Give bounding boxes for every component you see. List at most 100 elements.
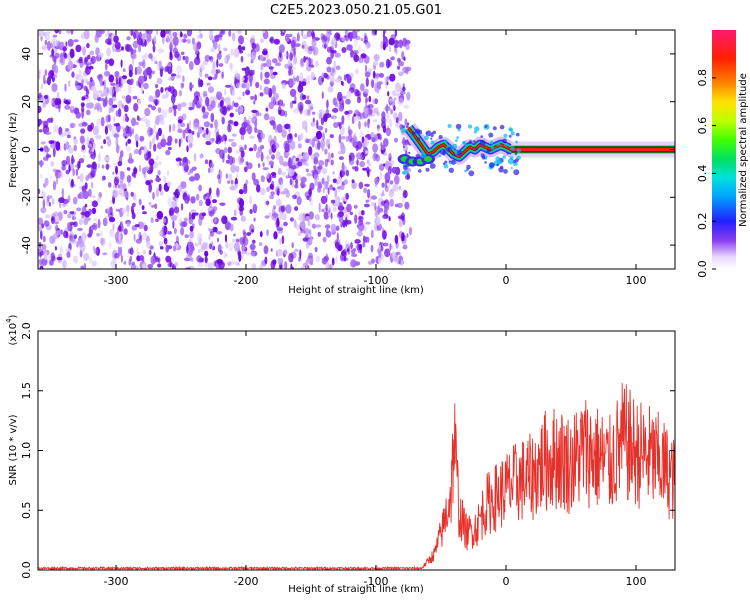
noise-speck	[324, 127, 328, 134]
noise-speck	[228, 173, 233, 181]
noise-speck	[219, 99, 224, 108]
noise-speck	[367, 104, 374, 109]
noise-speck	[211, 209, 216, 215]
noise-speck	[130, 191, 134, 197]
noise-speck	[255, 129, 261, 133]
noise-speck	[398, 98, 404, 107]
noise-speck	[77, 227, 83, 231]
transition-speck	[402, 125, 405, 129]
noise-speck	[266, 229, 269, 237]
noise-speck	[383, 151, 387, 157]
noise-speck	[38, 217, 44, 225]
noise-speck	[239, 126, 246, 136]
noise-speck	[107, 182, 112, 188]
noise-speck	[70, 178, 74, 188]
noise-speck	[97, 90, 103, 94]
noise-speck	[91, 207, 97, 215]
noise-speck	[329, 75, 335, 83]
noise-speck	[321, 76, 324, 83]
noise-speck	[207, 76, 213, 81]
noise-speck	[175, 157, 182, 162]
noise-speck	[64, 83, 67, 92]
noise-speck	[55, 97, 58, 106]
noise-speck	[251, 117, 256, 122]
noise-speck	[133, 233, 136, 242]
noise-speck	[151, 105, 156, 111]
noise-speck	[169, 210, 172, 217]
noise-speck	[377, 128, 380, 133]
noise-speck	[38, 129, 43, 133]
noise-speck	[378, 244, 382, 251]
noise-speck	[373, 54, 380, 62]
noise-speck	[241, 77, 245, 81]
noise-speck	[102, 252, 108, 256]
noise-speck	[197, 261, 204, 268]
noise-speck	[142, 250, 146, 255]
noise-speck	[368, 162, 372, 167]
noise-speck	[321, 167, 328, 175]
noise-speck	[235, 69, 238, 77]
noise-speck	[323, 72, 328, 79]
noise-speck	[271, 212, 278, 221]
noise-speck	[148, 201, 152, 206]
noise-speck	[122, 68, 126, 73]
noise-speck	[80, 265, 85, 269]
noise-speck	[262, 30, 266, 33]
noise-speck	[129, 130, 132, 137]
noise-speck	[76, 207, 82, 212]
noise-speck	[81, 35, 83, 39]
noise-speck	[51, 48, 55, 57]
noise-speck	[324, 33, 331, 37]
transition-speck	[499, 124, 505, 130]
transition-speck	[430, 137, 433, 140]
noise-speck	[176, 53, 182, 62]
noise-speck	[269, 195, 275, 200]
noise-speck	[380, 40, 384, 50]
noise-speck	[366, 159, 370, 165]
noise-speck	[131, 128, 134, 135]
noise-speck	[175, 74, 182, 79]
noise-speck	[397, 202, 403, 208]
noise-speck	[41, 45, 48, 51]
noise-speck	[289, 140, 296, 150]
noise-speck	[385, 58, 391, 69]
noise-speck	[108, 97, 114, 107]
noise-speck	[172, 31, 178, 37]
noise-speck	[288, 252, 294, 263]
noise-speck	[100, 116, 105, 127]
noise-speck	[363, 88, 369, 94]
noise-speck	[388, 152, 392, 162]
noise-speck	[199, 67, 203, 73]
noise-speck	[318, 202, 321, 213]
noise-speck	[398, 215, 405, 220]
noise-speck	[224, 221, 231, 231]
noise-speck	[209, 137, 215, 143]
noise-speck	[326, 99, 329, 109]
noise-speck	[217, 34, 223, 38]
noise-speck	[233, 242, 240, 252]
transition-speck	[504, 142, 508, 147]
transition-speck	[503, 133, 508, 138]
noise-speck	[165, 89, 169, 99]
noise-speck	[364, 183, 370, 187]
noise-speck	[297, 143, 302, 149]
noise-speck	[335, 225, 340, 231]
noise-speck	[167, 231, 172, 235]
noise-speck	[53, 124, 59, 134]
noise-speck	[79, 242, 86, 253]
noise-speck	[151, 137, 156, 144]
noise-speck	[44, 214, 51, 219]
noise-speck	[392, 112, 398, 120]
noise-speck	[256, 184, 261, 193]
noise-speck	[49, 235, 56, 244]
transition-speck	[489, 140, 494, 145]
noise-speck	[54, 30, 59, 34]
noise-speck	[329, 184, 333, 191]
noise-speck	[56, 91, 60, 99]
noise-speck	[141, 83, 143, 94]
noise-speck	[306, 173, 313, 177]
noise-speck	[179, 89, 182, 97]
noise-speck	[365, 199, 369, 203]
noise-speck	[331, 67, 335, 73]
noise-speck	[108, 74, 115, 83]
